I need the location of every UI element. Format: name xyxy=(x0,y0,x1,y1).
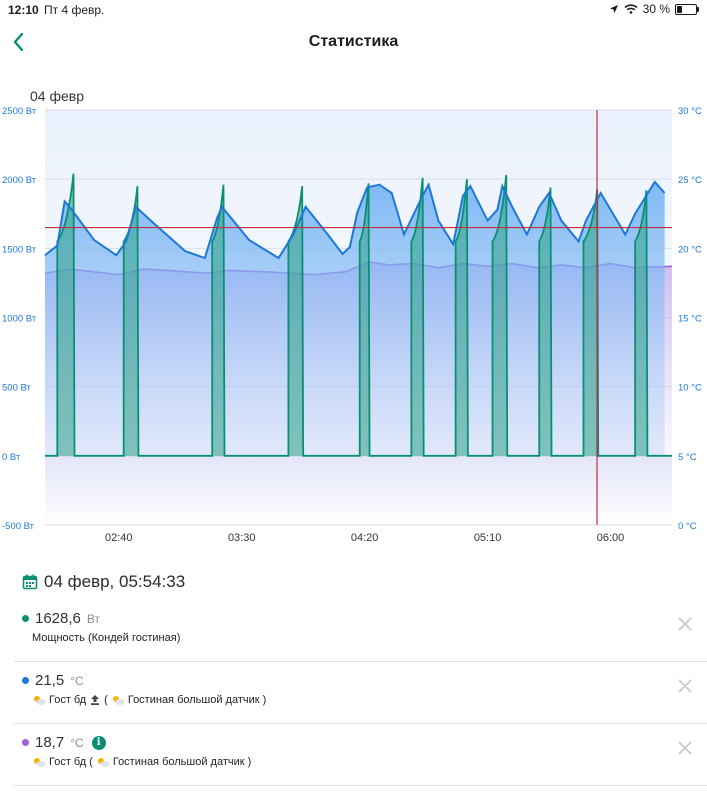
top-upload-icon xyxy=(91,695,100,705)
calendar-icon xyxy=(22,574,38,590)
selected-datetime-text: 04 февр, 05:54:33 xyxy=(44,572,186,591)
wifi-icon xyxy=(624,4,638,14)
close-icon[interactable] xyxy=(677,740,693,756)
reading-unit: Вт xyxy=(86,611,100,626)
power-cycle-area xyxy=(288,186,304,456)
selected-datetime: 04 февр, 05:54:33 xyxy=(22,572,185,592)
reading-temperature[interactable]: 21,5 °C Гост бд ( Гостиная большой датчи… xyxy=(14,662,707,724)
reading-value: 18,7 xyxy=(35,734,65,751)
chevron-left-icon[interactable] xyxy=(6,28,32,56)
readings-list: 1628,6 Вт Мощность (Кондей гостиная) 21,… xyxy=(14,600,707,786)
negative-region xyxy=(45,455,672,525)
statistics-chart[interactable]: 2500 Вт 2000 Вт 1500 Вт 1000 Вт 500 Вт 0 Вт -5… xyxy=(0,100,707,550)
reading-label: Мощность (Кондей гостиная) xyxy=(32,632,181,644)
y-left-tick-label: 1500 Вт xyxy=(2,244,37,255)
battery-percent: 30 % xyxy=(642,2,670,16)
power-cycle-area xyxy=(123,186,139,456)
reading-unit: °C xyxy=(70,673,84,688)
y-right-tick-label: 5 °C xyxy=(678,452,697,463)
reading-power[interactable]: 1628,6 Вт Мощность (Кондей гостиная) xyxy=(14,600,707,662)
chart-date: 04 февр xyxy=(30,88,84,104)
weather-sun-cloud-icon xyxy=(34,758,46,767)
temperature-area xyxy=(45,181,665,456)
power-cycle-area xyxy=(455,179,468,456)
status-right: 30 % xyxy=(609,2,699,16)
y-right-tick-label: 30 °C xyxy=(678,106,702,117)
paren-close: ) xyxy=(247,756,252,768)
reading-ambient[interactable]: 18,7 °C i Гост бд ( Гостиная большой дат… xyxy=(14,724,707,786)
y-left-tick-label: 1000 Вт xyxy=(2,314,37,325)
close-icon[interactable] xyxy=(677,616,693,632)
y-right-tick-label: 15 °C xyxy=(678,314,702,325)
y-left-tick-label: 2500 Вт xyxy=(2,106,37,117)
reading-label: Гостиная большой датчик xyxy=(127,694,260,706)
location-icon xyxy=(609,5,618,13)
power-cycle-area xyxy=(635,190,648,456)
nav-bar: Статистика xyxy=(0,24,707,60)
x-tick-label: 04:20 xyxy=(351,532,379,544)
series-dot xyxy=(22,739,29,746)
reading-prefix: Гост бд xyxy=(49,694,87,706)
weather-sun-cloud-icon xyxy=(34,696,46,705)
reading-value: 21,5 xyxy=(35,672,65,689)
reading-label: Гостиная большой датчик xyxy=(112,756,245,768)
series-dot xyxy=(22,615,29,622)
power-cycle-area xyxy=(57,173,75,456)
reading-prefix: Гост бд xyxy=(49,756,87,768)
paren-close: ) xyxy=(262,694,267,706)
y-right-tick-label: 10 °C xyxy=(678,383,702,394)
paren-open: ( xyxy=(104,694,108,706)
weather-sun-cloud-icon xyxy=(97,758,110,767)
paren-open: ( xyxy=(89,756,93,768)
status-bar: 12:10 Пт 4 февр. 30 % xyxy=(0,0,707,20)
y-right-tick-label: 25 °C xyxy=(678,175,702,186)
series-line-power xyxy=(45,173,672,457)
x-tick-label: 05:10 xyxy=(474,532,502,544)
x-tick-label: 03:30 xyxy=(228,532,256,544)
power-cycle-area xyxy=(492,175,508,456)
reading-unit: °C xyxy=(70,735,84,750)
x-tick-label: 02:40 xyxy=(105,532,133,544)
y-left-tick-label: -500 Вт xyxy=(2,521,35,532)
y-left-tick-label: 0 Вт xyxy=(2,452,21,463)
power-cycle-area xyxy=(411,177,424,456)
reading-value: 1628,6 xyxy=(35,610,81,627)
battery-icon xyxy=(675,3,699,15)
page-title: Статистика xyxy=(308,33,399,50)
series-dot xyxy=(22,677,29,684)
power-cycle-area xyxy=(539,187,552,456)
y-left-tick-label: 2000 Вт xyxy=(2,175,37,186)
power-cycle-area xyxy=(583,188,599,456)
weather-sun-cloud-icon xyxy=(112,696,125,705)
status-date: Пт 4 февр. xyxy=(44,3,105,17)
y-left-tick-label: 500 Вт xyxy=(2,383,32,394)
close-icon[interactable] xyxy=(677,678,693,694)
y-right-tick-label: 0 °C xyxy=(678,521,697,532)
status-time: 12:10 xyxy=(8,3,39,17)
power-cycle-area xyxy=(212,184,225,456)
y-right-tick-label: 20 °C xyxy=(678,244,702,255)
power-cycle-area xyxy=(359,183,370,456)
info-icon[interactable]: i xyxy=(91,735,106,750)
x-tick-label: 06:00 xyxy=(597,532,625,544)
